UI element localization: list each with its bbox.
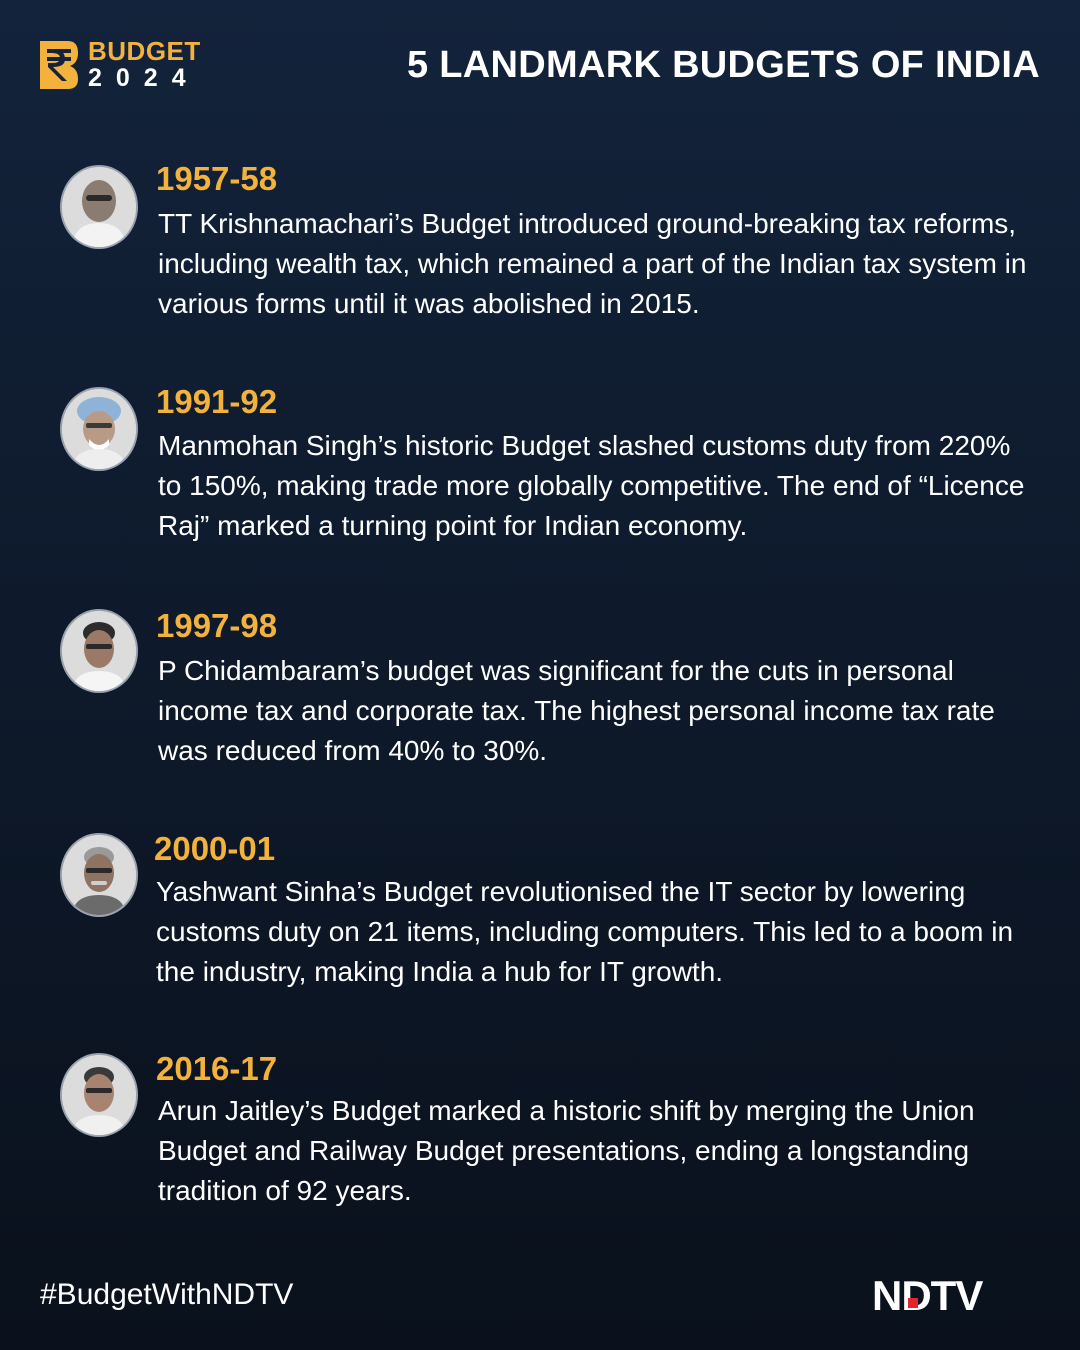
- budget-description: Yashwant Sinha’s Budget revolutionised t…: [156, 876, 1014, 987]
- ndtv-logo: NDTV: [872, 1276, 984, 1314]
- ndtv-logo-dot: [908, 1298, 918, 1308]
- budget-description: Arun Jaitley’s Budget marked a historic …: [158, 1095, 975, 1206]
- budget-year: 2016-17: [156, 1050, 278, 1087]
- budget-year: 1957-58: [156, 160, 278, 197]
- budget-year: 1991-92: [156, 383, 278, 420]
- logo-word: BUDGET: [88, 36, 201, 66]
- rupee-icon: [40, 40, 78, 89]
- avatar: [60, 1053, 138, 1137]
- hashtag: #BudgetWithNDTV: [40, 1278, 294, 1311]
- budget-description: TT Krishnamachari’s Budget introduced gr…: [158, 208, 1027, 319]
- avatar: [60, 833, 138, 917]
- logo-year: 2024: [88, 64, 200, 92]
- avatar: [60, 609, 138, 693]
- budget-year: 1997-98: [156, 607, 278, 644]
- avatar: [60, 387, 138, 471]
- budget-description: P Chidambaram’s budget was significant f…: [158, 655, 995, 766]
- budget-description: Manmohan Singh’s historic Budget slashed…: [158, 430, 1025, 541]
- ndtv-logo-text: NDTV: [872, 1276, 983, 1314]
- budget-year: 2000-01: [154, 830, 276, 867]
- budget-2024-logo: BUDGET 2024: [38, 38, 201, 91]
- page-title: 5 LANDMARK BUDGETS OF INDIA: [407, 44, 1040, 86]
- avatar: [60, 165, 138, 249]
